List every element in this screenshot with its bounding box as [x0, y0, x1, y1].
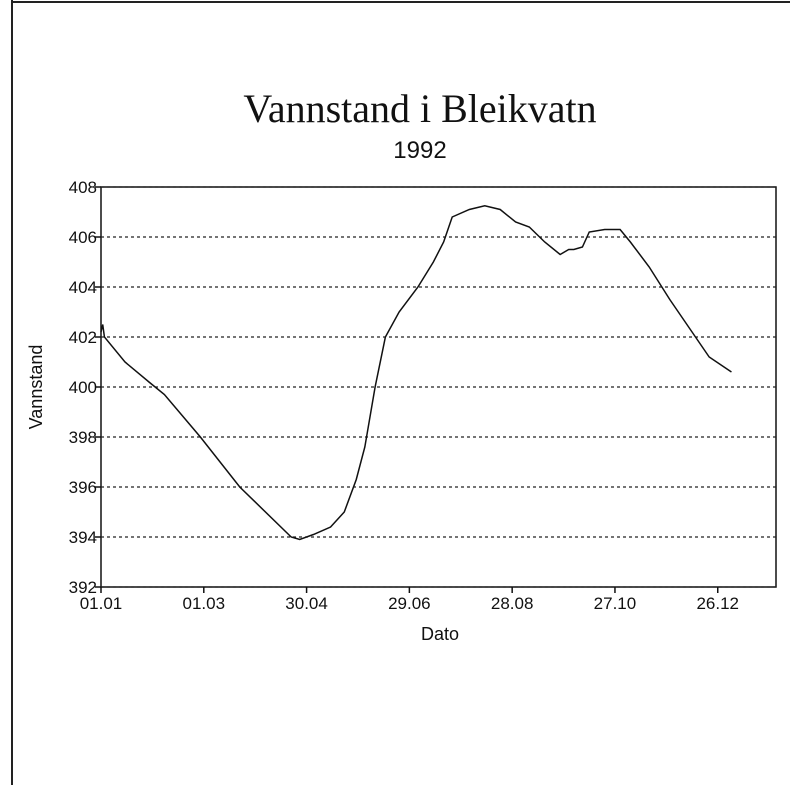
- x-tick-label: 26.12: [696, 594, 739, 613]
- y-tick-label: 408: [69, 178, 97, 197]
- y-tick-label: 392: [69, 578, 97, 597]
- y-tick-label: 404: [69, 278, 97, 297]
- chart-title: Vannstand i Bleikvatn: [243, 86, 596, 131]
- x-tick-label: 27.10: [594, 594, 637, 613]
- chart-subtitle: 1992: [393, 137, 446, 164]
- y-axis-label: Vannstand: [26, 345, 46, 430]
- y-tick-label: 400: [69, 378, 97, 397]
- y-tick-label: 396: [69, 478, 97, 497]
- y-tick-label: 394: [69, 528, 97, 547]
- x-tick-label: 29.06: [388, 594, 431, 613]
- x-tick-label: 28.08: [491, 594, 534, 613]
- x-tick-label: 30.04: [285, 594, 328, 613]
- y-tick-label: 406: [69, 228, 97, 247]
- y-tick-label: 398: [69, 428, 97, 447]
- x-tick-label: 01.03: [183, 594, 226, 613]
- data-line: [100, 204, 732, 541]
- x-tick-label: 01.01: [80, 594, 123, 613]
- y-tick-label: 402: [69, 328, 97, 347]
- x-axis-label: Dato: [421, 624, 459, 644]
